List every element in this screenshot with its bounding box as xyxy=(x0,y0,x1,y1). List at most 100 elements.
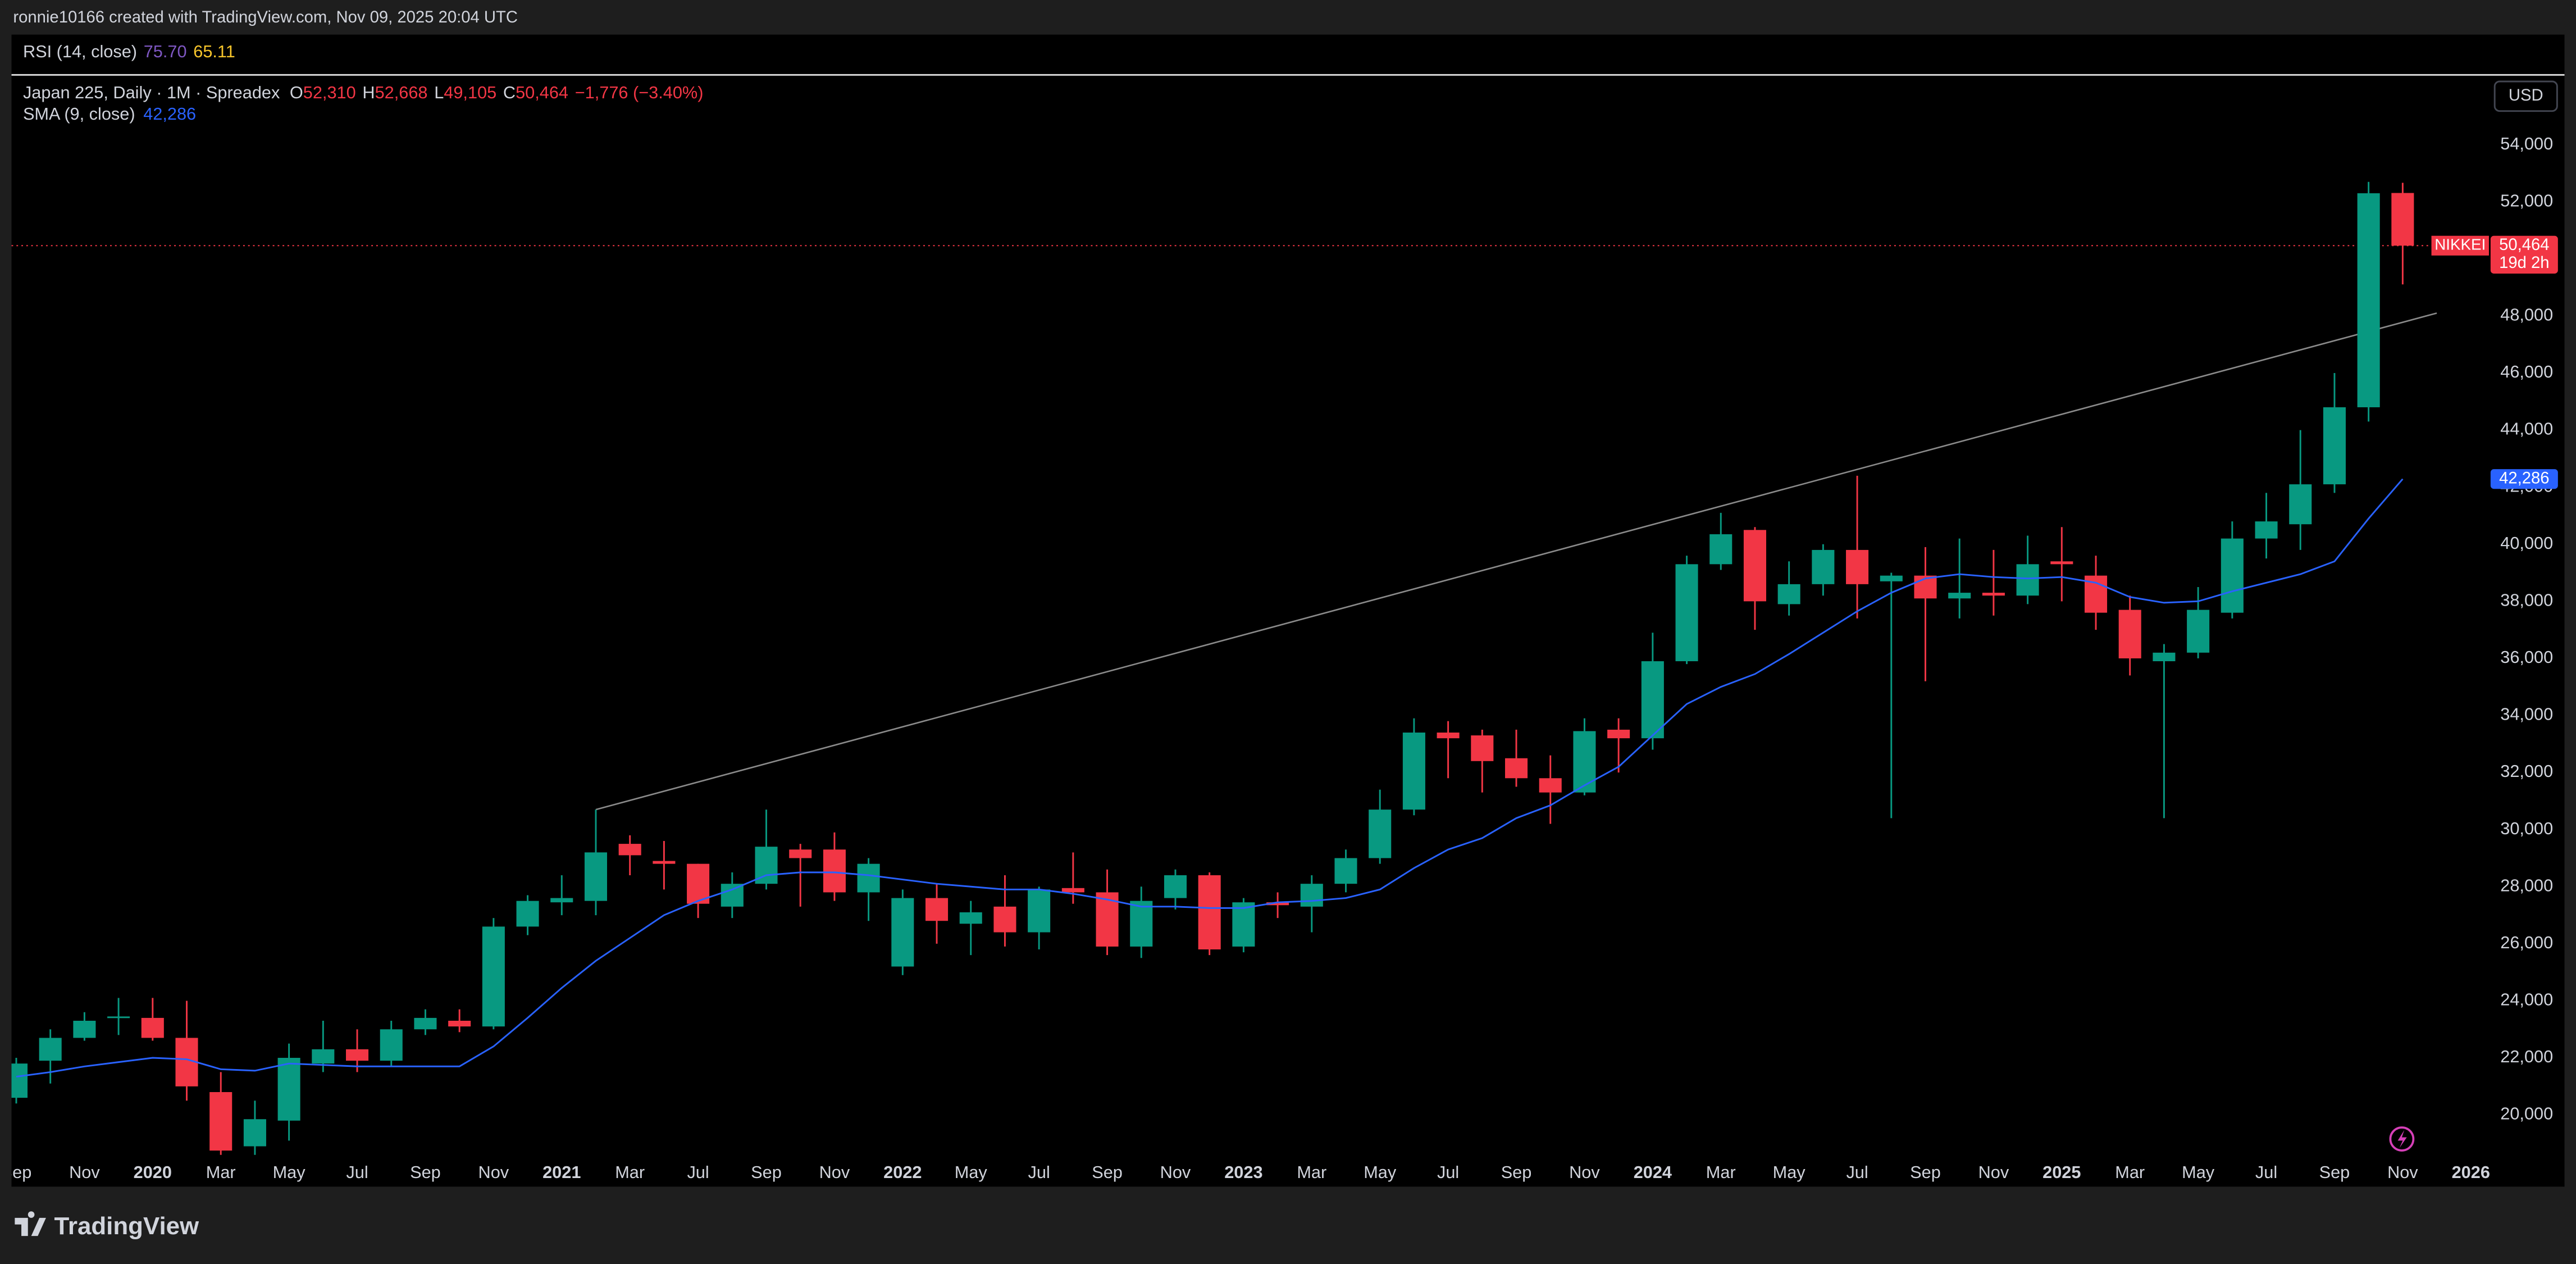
y-tick-label: 44,000 xyxy=(2500,419,2553,439)
x-tick-label: Sep xyxy=(1910,1162,1941,1182)
candle-body xyxy=(653,861,676,864)
x-tick-label: Nov xyxy=(2387,1162,2418,1182)
candle-body xyxy=(2016,564,2039,596)
sma-line xyxy=(16,478,2404,1077)
candle-body xyxy=(141,1017,164,1038)
candle-body xyxy=(857,863,880,893)
candle-body xyxy=(1130,901,1153,947)
x-tick-label: Mar xyxy=(2115,1162,2145,1182)
candle-body xyxy=(1641,661,1664,739)
candle-body xyxy=(414,1017,437,1030)
x-tick-label: 2025 xyxy=(2042,1162,2081,1182)
x-tick-label: Mar xyxy=(1297,1162,1326,1182)
last-price-name: NIKKEI xyxy=(2434,236,2486,253)
x-tick-label: Nov xyxy=(1978,1162,2009,1182)
logo-icon xyxy=(15,1211,46,1236)
candle-body xyxy=(687,863,710,904)
x-tick-label: Mar xyxy=(206,1162,236,1182)
sma-name: SMA (9, close) xyxy=(23,104,135,124)
candle-body xyxy=(1675,564,1698,662)
candle-body xyxy=(721,884,744,907)
rsi-value: 65.11 xyxy=(193,42,235,61)
sma-price-label: 42,286 xyxy=(2499,469,2549,487)
candle-body xyxy=(1880,575,1903,581)
candle-body xyxy=(1266,902,1289,906)
x-tick-label: Nov xyxy=(1160,1162,1191,1182)
y-tick-label: 20,000 xyxy=(2500,1104,2553,1124)
rsi-name: RSI (14, close) xyxy=(23,42,137,61)
x-tick-label: Jul xyxy=(687,1162,709,1182)
currency-button[interactable] xyxy=(2493,80,2558,112)
y-tick-label: 28,000 xyxy=(2500,875,2553,895)
candle-body xyxy=(11,1063,28,1098)
candle-body xyxy=(1437,732,1460,739)
x-tick-label: 2026 xyxy=(2452,1162,2490,1182)
candle-body xyxy=(1914,575,1937,599)
ohlc-value: 52,668 xyxy=(375,83,428,102)
chart-area xyxy=(11,34,2565,1187)
y-tick-label: 30,000 xyxy=(2500,819,2553,838)
candle-body xyxy=(1369,810,1392,858)
sma-value: 42,286 xyxy=(143,104,196,124)
candle-body xyxy=(39,1038,62,1061)
candle-body xyxy=(2289,484,2312,525)
candle-body xyxy=(1232,902,1255,947)
candle-body xyxy=(1709,534,1732,565)
x-tick-label: Jul xyxy=(1437,1162,1459,1182)
x-tick-label: Jul xyxy=(346,1162,368,1182)
candle-body xyxy=(380,1029,403,1061)
candle-body xyxy=(345,1049,369,1061)
symbol: Japan 225, Daily · 1M · Spreadex xyxy=(23,83,280,102)
x-tick-label: Jul xyxy=(2255,1162,2277,1182)
x-tick-label: 2022 xyxy=(883,1162,922,1182)
ohlc-value: 49,105 xyxy=(444,83,496,102)
y-tick-label: 46,000 xyxy=(2500,362,2553,381)
sma-price-box xyxy=(2490,469,2558,489)
ohlc-value: 52,310 xyxy=(303,83,356,102)
x-tick-label: May xyxy=(1364,1162,1397,1182)
y-tick-label: 40,000 xyxy=(2500,533,2553,553)
candle-body xyxy=(2118,610,2141,658)
candle-body xyxy=(789,849,812,858)
alert-icon[interactable] xyxy=(2389,1126,2415,1152)
x-tick-label: May xyxy=(955,1162,988,1182)
x-tick-label: Nov xyxy=(819,1162,850,1182)
last-price-label: 50,464 xyxy=(2499,236,2549,254)
candle-body xyxy=(1573,731,1596,793)
candle-body xyxy=(1743,530,1766,602)
candle-body xyxy=(312,1049,335,1064)
candle-body xyxy=(243,1119,266,1147)
x-tick-label: Mar xyxy=(615,1162,645,1182)
y-tick-label: 36,000 xyxy=(2500,647,2553,667)
x-tick-label: 2024 xyxy=(1634,1162,1672,1182)
candle-body xyxy=(959,912,982,924)
x-tick-label: Sep xyxy=(2319,1162,2350,1182)
x-tick-label: May xyxy=(1773,1162,1806,1182)
rsi-value: 75.70 xyxy=(144,42,187,61)
x-tick-label: 2023 xyxy=(1224,1162,1262,1182)
ohlc-key: C xyxy=(503,83,516,102)
candle-body xyxy=(550,898,573,903)
candle-body xyxy=(1777,584,1800,604)
x-tick-label: Sep xyxy=(1092,1162,1123,1182)
x-tick-label: 2021 xyxy=(542,1162,581,1182)
y-tick-label: 34,000 xyxy=(2500,704,2553,724)
candle-body xyxy=(2391,193,2414,246)
candle-body xyxy=(1300,884,1323,907)
candle-body xyxy=(891,898,914,967)
x-tick-label: Mar xyxy=(1706,1162,1736,1182)
candle-body xyxy=(1402,732,1425,810)
candle-body xyxy=(2153,652,2176,662)
candle-body xyxy=(1334,858,1357,884)
candle-body xyxy=(482,926,505,1027)
ohlc-key: H xyxy=(362,83,375,102)
candle-body xyxy=(823,849,846,893)
y-tick-label: 22,000 xyxy=(2500,1047,2553,1066)
alert-icon-bolt xyxy=(2397,1130,2407,1148)
candle-body xyxy=(73,1020,96,1038)
x-tick-label: Sep xyxy=(1501,1162,1532,1182)
currency[interactable]: USD xyxy=(2509,87,2543,104)
footer-logo xyxy=(15,1211,46,1236)
